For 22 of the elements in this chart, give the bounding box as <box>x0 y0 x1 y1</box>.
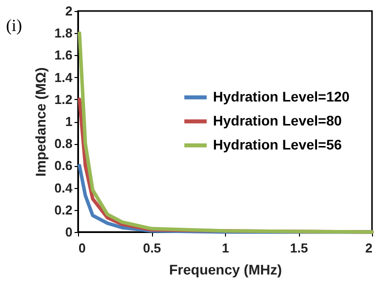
x-tick-label: 1 <box>222 240 230 256</box>
y-tick-label: 0.2 <box>54 202 72 218</box>
y-tick-label: 1.2 <box>54 92 72 107</box>
x-tick-label: 1.5 <box>290 240 308 256</box>
y-tick-label: 1.8 <box>54 26 72 41</box>
y-tick-label: 0 <box>65 224 72 240</box>
legend-label: Hydration Level=56 <box>213 136 342 152</box>
text: (i) <box>6 16 22 35</box>
y-axis-title: Impedance (MΩ) <box>32 67 48 177</box>
legend-label: Hydration Level=80 <box>213 112 342 128</box>
y-tick-label: 1 <box>65 114 72 129</box>
y-tick-label: 0.6 <box>54 158 72 174</box>
y-tick-label: 1.6 <box>54 48 72 63</box>
x-tick-label: 0 <box>78 240 86 256</box>
x-tick-label: 2 <box>365 240 372 256</box>
y-tick-label: 2 <box>65 4 72 18</box>
y-tick-label: 0.4 <box>54 180 74 196</box>
x-tick-label: 0.5 <box>142 240 162 256</box>
x-axis-title: Frequency (MHz) <box>169 262 282 278</box>
y-tick-label: 0.8 <box>54 136 72 152</box>
y-tick-label: 1.4 <box>54 70 74 85</box>
legend-label: Hydration Level=120 <box>213 88 350 104</box>
